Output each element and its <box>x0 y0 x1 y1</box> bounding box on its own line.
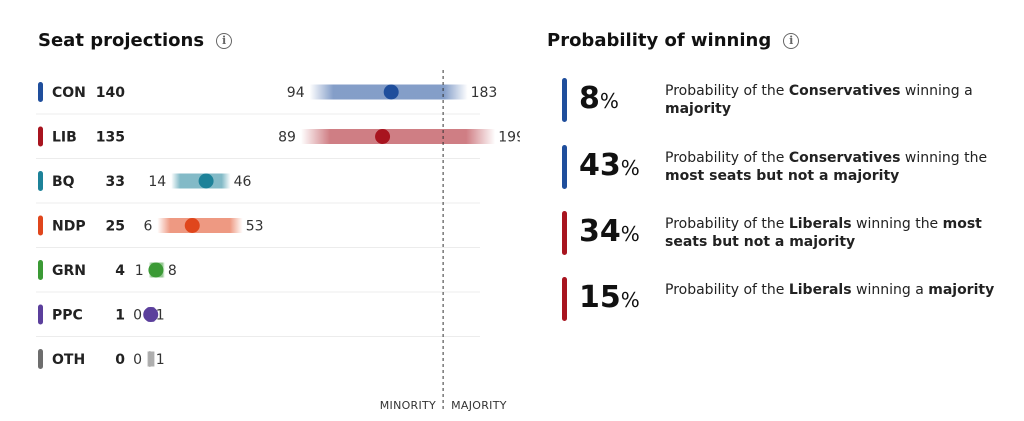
party-color-marker <box>38 215 43 236</box>
probability-number: 34 <box>579 214 621 249</box>
party-color-marker <box>38 82 43 102</box>
probability-title-text: Probability of winning <box>547 30 772 51</box>
probability-value: 43% <box>579 148 640 183</box>
party-seat-count: 4 <box>115 263 125 279</box>
description-emphasis: Conservatives <box>788 150 901 166</box>
range-high-label: 8 <box>168 263 177 279</box>
party-color-bar <box>562 211 567 255</box>
range-high-label: 199 <box>498 130 520 146</box>
percent-sign: % <box>620 156 640 180</box>
party-seat-count: 33 <box>106 174 125 190</box>
description-emphasis: majority <box>665 101 731 117</box>
majority-label: MAJORITY <box>451 399 507 412</box>
party-code-label: BQ <box>52 174 75 190</box>
range-bar <box>300 129 496 144</box>
probability-title: Probability of winning i <box>547 30 800 51</box>
party-code-label: CON <box>52 85 86 101</box>
description-emphasis: most seats but not a majority <box>665 168 900 184</box>
party-color-marker <box>38 126 43 147</box>
seat-projection-chart: CON14094183LIB13589199BQ331446NDP25653GR… <box>36 70 520 412</box>
info-icon[interactable]: i <box>216 32 233 49</box>
range-low-label: 0 <box>133 308 142 324</box>
probability-description: Probability of the Conservatives winning… <box>665 82 1010 118</box>
party-seat-count: 135 <box>96 130 125 146</box>
probability-description: Probability of the Liberals winning a ma… <box>665 281 1010 299</box>
range-high-label: 1 <box>156 352 165 368</box>
party-color-bar <box>562 78 567 122</box>
seat-projections-title: Seat projections i <box>38 30 233 51</box>
description-emphasis: most seats but not a majority <box>665 216 982 250</box>
description-emphasis: Conservatives <box>788 83 901 99</box>
probability-description: Probability of the Conservatives winning… <box>665 149 1010 185</box>
party-code-label: GRN <box>52 263 86 279</box>
range-low-label: 1 <box>135 263 144 279</box>
seat-projections-title-text: Seat projections <box>38 30 205 51</box>
description-text: Probability of the <box>665 282 789 298</box>
probability-description: Probability of the Liberals winning the … <box>665 215 1010 251</box>
info-icon[interactable]: i <box>783 32 800 49</box>
party-color-marker <box>38 304 43 325</box>
range-bar <box>157 218 243 233</box>
range-low-label: 6 <box>143 219 152 235</box>
range-low-label: 14 <box>148 174 166 190</box>
seat-projection-dot <box>148 262 164 278</box>
description-emphasis: Liberals <box>788 282 852 298</box>
description-text: winning the <box>851 216 943 232</box>
party-code-label: OTH <box>52 352 85 368</box>
party-seat-count: 0 <box>115 352 125 368</box>
range-high-label: 53 <box>246 219 264 235</box>
probability-number: 15 <box>579 280 621 315</box>
seat-projection-dot <box>184 218 200 233</box>
percent-sign: % <box>599 89 619 113</box>
range-high-label: 46 <box>234 174 252 190</box>
seat-projection-dot <box>375 129 391 144</box>
party-seat-count: 1 <box>115 308 125 324</box>
probability-value: 34% <box>579 214 640 249</box>
party-color-marker <box>38 260 43 280</box>
percent-sign: % <box>620 222 640 246</box>
party-code-label: LIB <box>52 130 77 146</box>
probability-value: 15% <box>579 280 640 315</box>
minority-label: MINORITY <box>380 399 436 412</box>
party-seat-count: 140 <box>96 85 125 101</box>
description-text: Probability of the <box>665 216 789 232</box>
range-high-label: 1 <box>156 308 165 324</box>
range-low-label: 0 <box>133 352 142 368</box>
probability-number: 8 <box>579 81 600 116</box>
party-color-marker <box>38 349 43 369</box>
description-text: Probability of the <box>665 83 789 99</box>
description-text: winning a <box>900 83 973 99</box>
party-code-label: NDP <box>52 219 86 235</box>
description-emphasis: majority <box>928 282 995 298</box>
description-text: Probability of the <box>665 150 789 166</box>
description-text: winning a <box>851 282 929 298</box>
description-text: winning the <box>900 150 988 166</box>
seat-projection-dot <box>198 173 214 189</box>
probability-number: 43 <box>579 148 621 183</box>
party-color-marker <box>38 171 43 191</box>
party-code-label: PPC <box>52 308 83 324</box>
range-bar <box>147 351 155 367</box>
party-seat-count: 25 <box>106 219 125 235</box>
party-color-bar <box>562 277 567 321</box>
party-color-bar <box>562 145 567 189</box>
range-low-label: 89 <box>278 130 296 146</box>
range-low-label: 94 <box>287 85 305 101</box>
seat-projection-dot <box>383 84 399 100</box>
percent-sign: % <box>620 288 640 312</box>
description-emphasis: Liberals <box>788 216 852 232</box>
range-high-label: 183 <box>471 85 498 101</box>
probability-value: 8% <box>579 81 619 116</box>
seat-projection-dot <box>143 307 159 322</box>
